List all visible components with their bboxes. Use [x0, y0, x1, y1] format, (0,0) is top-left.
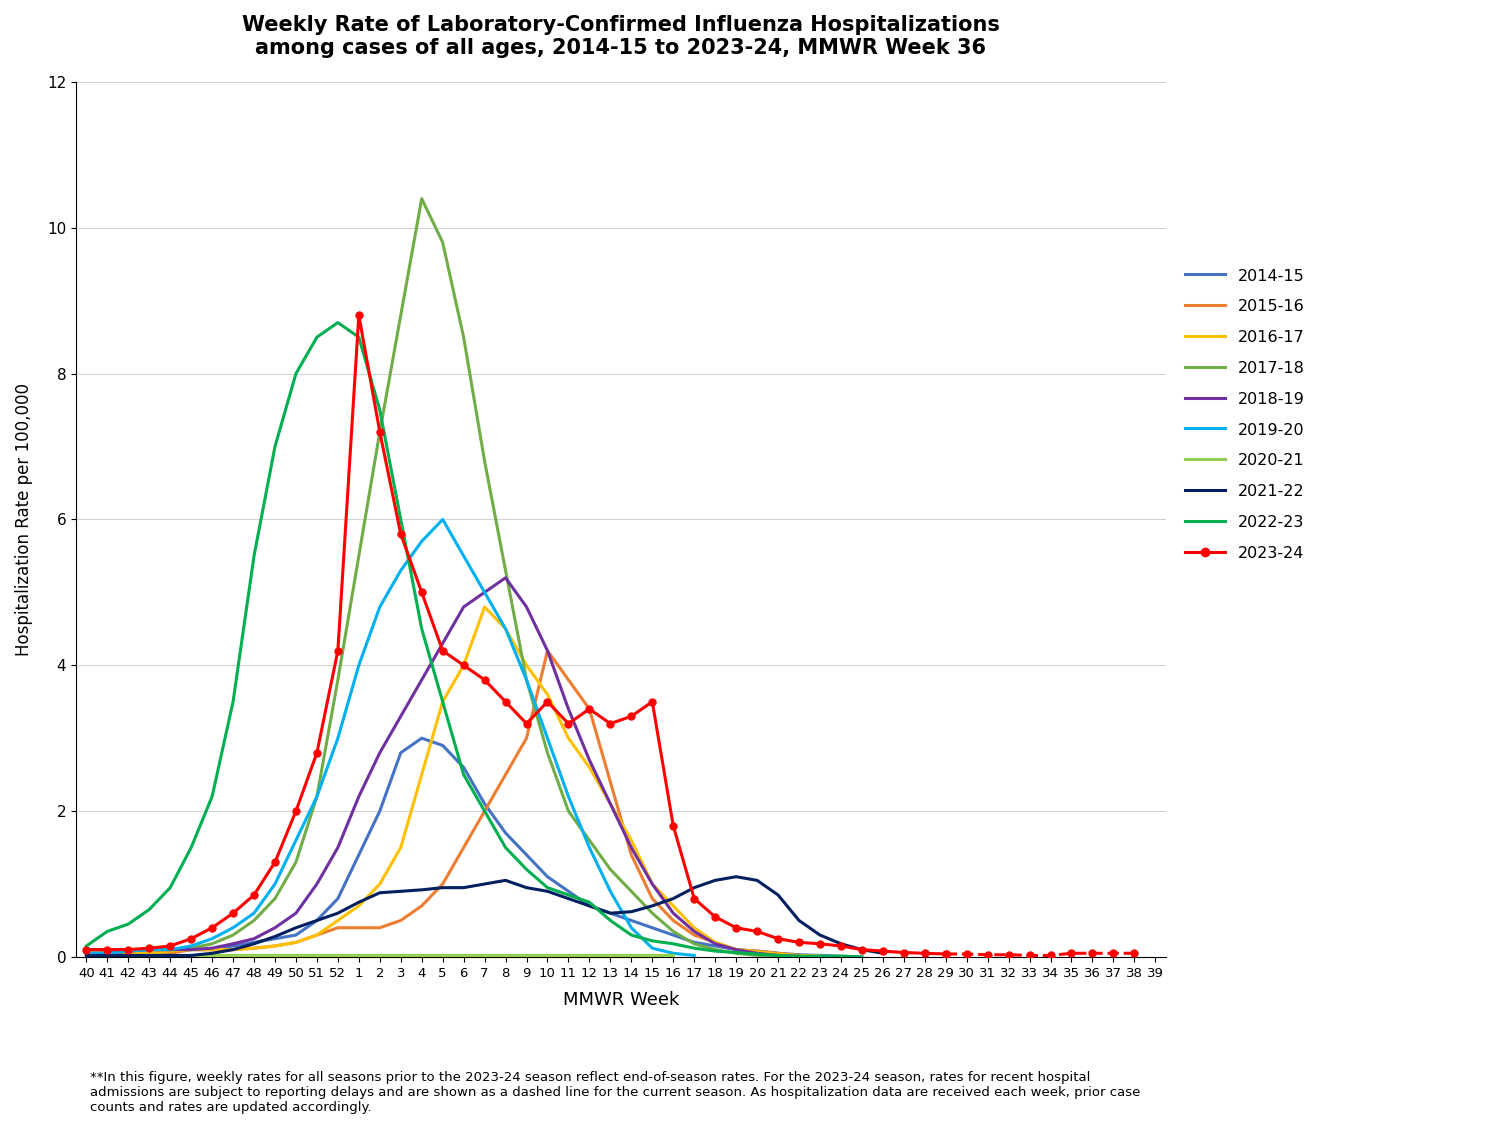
Legend: 2014-15, 2015-16, 2016-17, 2017-18, 2018-19, 2019-20, 2020-21, 2021-22, 2022-23,: 2014-15, 2015-16, 2016-17, 2017-18, 2018… — [1185, 268, 1305, 561]
X-axis label: MMWR Week: MMWR Week — [562, 991, 680, 1009]
Y-axis label: Hospitalization Rate per 100,000: Hospitalization Rate per 100,000 — [15, 382, 33, 656]
Text: **In this figure, weekly rates for all seasons prior to the 2023-24 season refle: **In this figure, weekly rates for all s… — [90, 1071, 1140, 1114]
Title: Weekly Rate of Laboratory-Confirmed Influenza Hospitalizations
among cases of al: Weekly Rate of Laboratory-Confirmed Infl… — [242, 15, 1000, 58]
